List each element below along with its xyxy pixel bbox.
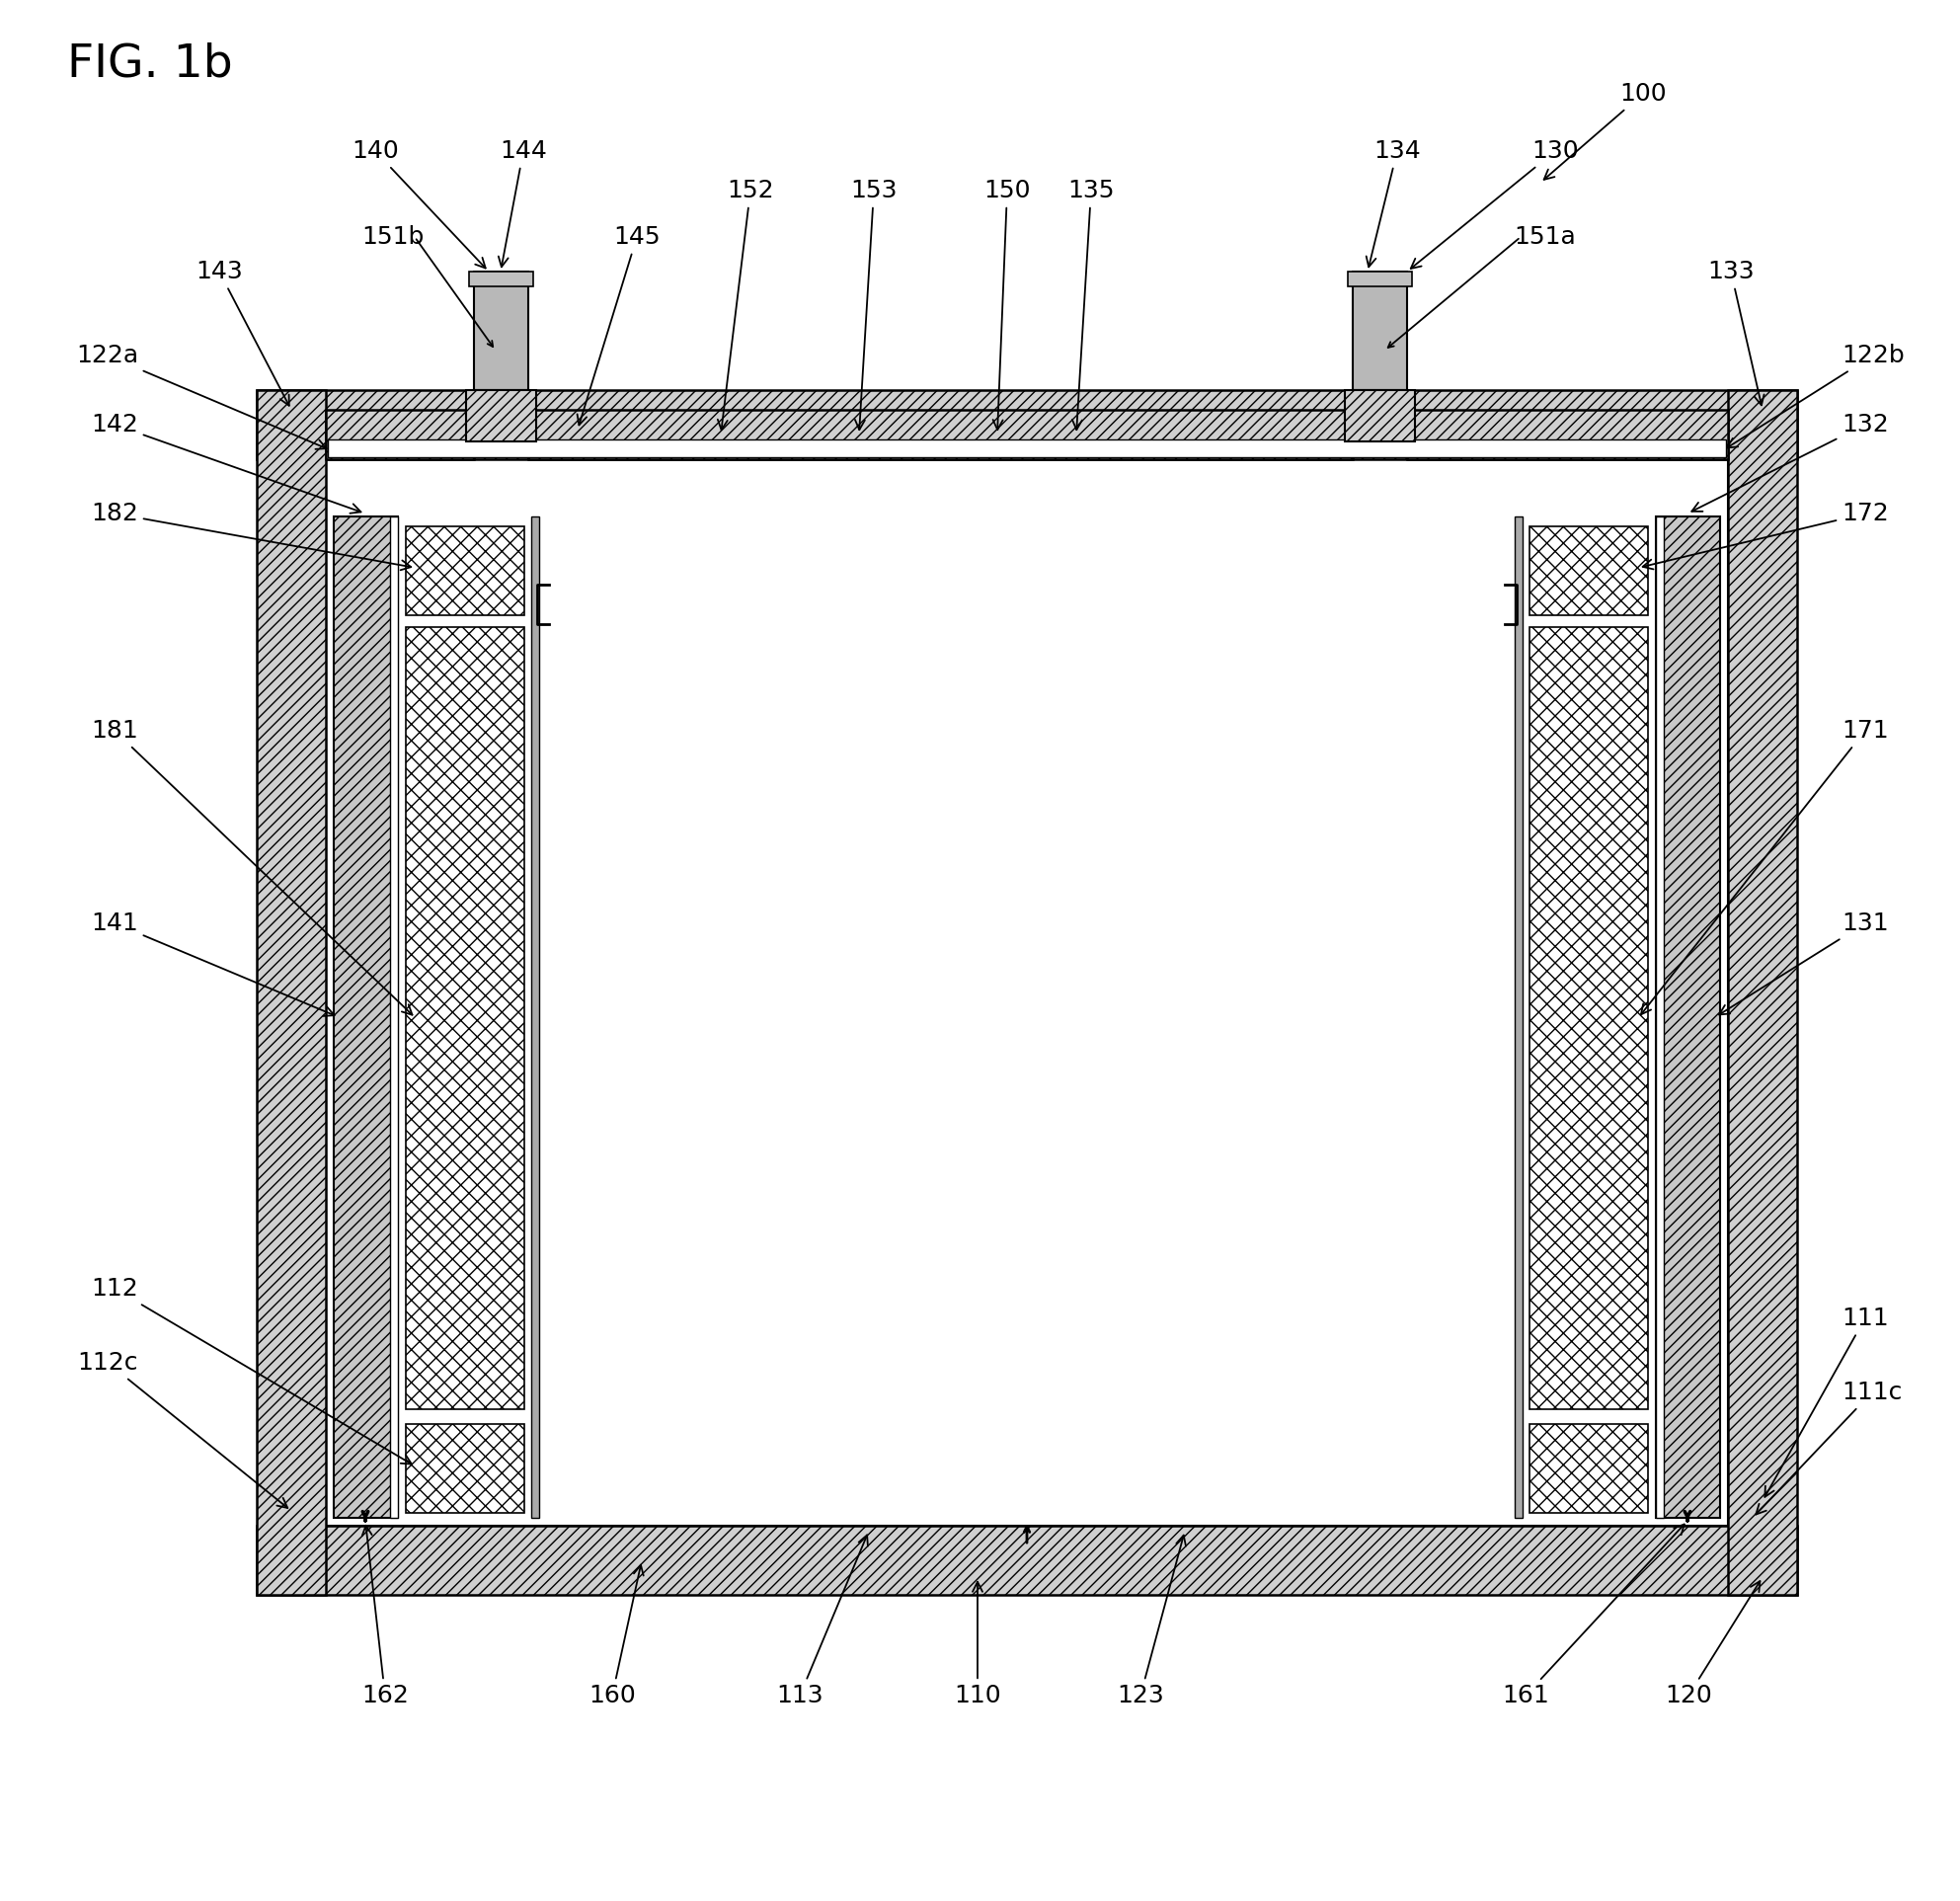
Bar bbox=[257, 390, 325, 1595]
Text: 135: 135 bbox=[1068, 179, 1115, 430]
Bar bbox=[257, 1527, 1797, 1595]
Text: 113: 113 bbox=[776, 1534, 868, 1707]
Text: 132: 132 bbox=[1691, 413, 1889, 511]
Bar bbox=[1352, 272, 1407, 390]
Bar bbox=[1529, 627, 1648, 1409]
Bar bbox=[325, 411, 474, 460]
Text: 151b: 151b bbox=[363, 224, 423, 249]
Bar bbox=[1515, 517, 1523, 1517]
Bar bbox=[1529, 1424, 1648, 1513]
Bar bbox=[531, 517, 539, 1517]
Text: 162: 162 bbox=[361, 1525, 410, 1707]
Text: 142: 142 bbox=[90, 413, 361, 513]
Text: 143: 143 bbox=[196, 260, 288, 405]
Bar bbox=[406, 627, 525, 1409]
Text: 150: 150 bbox=[984, 179, 1031, 430]
Bar bbox=[325, 460, 1729, 1527]
Text: 111: 111 bbox=[1764, 1306, 1889, 1496]
Text: 140: 140 bbox=[351, 139, 486, 268]
Text: 144: 144 bbox=[498, 139, 547, 266]
Bar bbox=[1656, 517, 1721, 1517]
Text: 112c: 112c bbox=[78, 1352, 288, 1507]
Text: 123: 123 bbox=[1117, 1536, 1186, 1707]
Bar bbox=[1656, 517, 1664, 1517]
Text: 111c: 111c bbox=[1756, 1380, 1901, 1515]
Text: 100: 100 bbox=[1544, 82, 1666, 179]
Text: 145: 145 bbox=[576, 224, 661, 426]
Text: 133: 133 bbox=[1707, 260, 1764, 405]
Bar bbox=[327, 439, 1727, 458]
Text: 182: 182 bbox=[90, 502, 412, 570]
Text: 151a: 151a bbox=[1515, 224, 1576, 249]
Text: 152: 152 bbox=[717, 179, 774, 430]
Text: 110: 110 bbox=[955, 1582, 1002, 1707]
Text: 181: 181 bbox=[90, 719, 412, 1015]
Bar bbox=[468, 272, 533, 287]
Bar bbox=[1407, 411, 1729, 460]
Bar bbox=[390, 517, 398, 1517]
Text: 112: 112 bbox=[90, 1277, 412, 1464]
Text: 122a: 122a bbox=[76, 344, 327, 449]
Bar bbox=[1348, 272, 1411, 287]
Bar bbox=[474, 272, 529, 390]
Text: 120: 120 bbox=[1664, 1582, 1760, 1707]
Text: 153: 153 bbox=[851, 179, 898, 430]
Bar bbox=[466, 390, 537, 441]
Text: 141: 141 bbox=[90, 911, 335, 1015]
Text: 171: 171 bbox=[1641, 719, 1889, 1015]
Text: 131: 131 bbox=[1719, 911, 1889, 1015]
Text: 160: 160 bbox=[588, 1565, 643, 1707]
Bar bbox=[257, 390, 1797, 460]
Bar bbox=[333, 517, 398, 1517]
Text: 130: 130 bbox=[1411, 139, 1578, 268]
Text: 172: 172 bbox=[1642, 502, 1889, 568]
Text: 134: 134 bbox=[1366, 139, 1421, 266]
Bar bbox=[406, 527, 525, 616]
Bar bbox=[406, 1424, 525, 1513]
Text: 122b: 122b bbox=[1727, 344, 1905, 449]
Bar bbox=[1729, 390, 1797, 1595]
Bar bbox=[1345, 390, 1415, 441]
Bar bbox=[1529, 527, 1648, 616]
Bar bbox=[529, 411, 1352, 460]
Text: 161: 161 bbox=[1501, 1525, 1684, 1707]
Text: FIG. 1b: FIG. 1b bbox=[67, 42, 233, 87]
